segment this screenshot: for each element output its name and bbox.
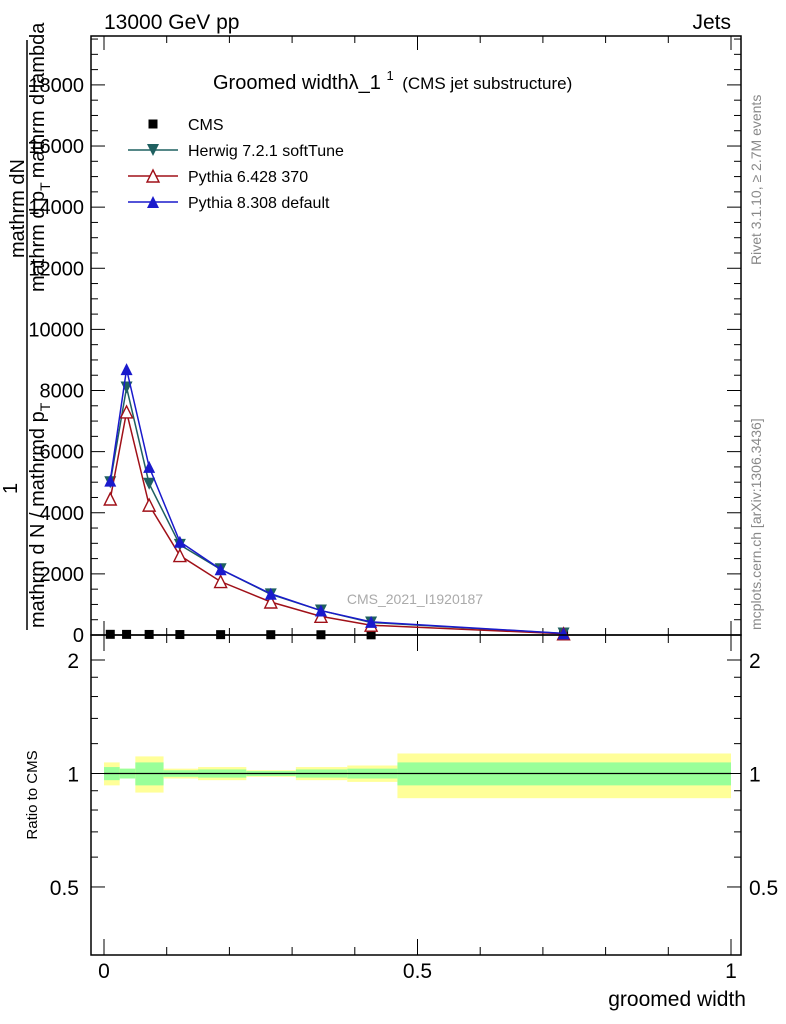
data-point-marker [143,460,156,473]
ratio-y-tick-label: 1 [67,763,79,786]
main-ylabel: mathrm d N / mathrmd pT mathrm d pTmathr… [0,22,53,630]
legend: CMS Herwig 7.2.1 softTune Pythia 6.428 370… [128,117,344,212]
legend-item: Herwig 7.2.1 softTune [128,143,344,160]
chart-title: Groomed widthλ_1 1 (CMS jet substructure… [213,63,572,94]
data-point-marker [557,627,570,640]
data-point-marker [314,604,327,617]
series-pythia-8-308-default [104,363,570,640]
chart-title-superscript: 1 [386,68,393,83]
ratio-y-tick-label: 0.5 [50,877,79,900]
data-point-marker [142,497,157,512]
ratio-frame [90,634,742,956]
y-tick-label: 6000 [40,442,85,464]
ratio-axis-tick-labels: 0.5 0.5 1 1 2 2 0 0.5 1 [50,650,778,983]
ratio-y-tick-label-right: 0.5 [749,877,778,900]
series-line [109,368,564,635]
analysis-watermark: CMS_2021_I1920187 [347,591,483,607]
x-tick-label: 1 [725,960,737,983]
chart-subtitle: (CMS jet substructure) [402,74,572,93]
data-point-marker [145,168,161,183]
ratio-uncertainty-bands [104,753,731,799]
data-point-marker [365,615,378,628]
ratio-y-tick-label-right: 1 [749,763,761,786]
main-axis-ticks [91,36,741,636]
data-point-marker [104,474,117,487]
series-herwig-7-2-1-softtune [104,381,570,640]
data-point-marker [172,547,187,563]
data-point-marker [264,587,277,600]
ratio-axis-ticks [91,635,741,955]
data-point-marker [119,404,134,419]
ylabel-numerator-lower: mathrm d pTmathrm d lambda [27,22,53,292]
main-panel: 0 2000 4000 6000 8000 10000 12000 14000 16000 180… [0,22,742,647]
y-tick-label: 8000 [40,381,85,403]
mcplots-label: mcplots.cern.ch [arXiv:1306.3436] [748,418,764,630]
data-point-marker [147,144,159,156]
energy-label: 13000 GeV pp [104,11,239,34]
x-axis-label: groomed width [608,988,746,1011]
y-tick-label: 10000 [28,319,84,341]
data-point-marker [213,573,228,589]
main-series [103,363,571,641]
legend-label: Herwig 7.2.1 softTune [188,143,344,160]
legend-label: CMS [188,117,224,134]
y-tick-label: 0 [73,625,84,647]
data-point-marker [214,563,227,576]
data-point-marker [263,594,278,609]
legend-label: Pythia 8.308 default [188,195,330,212]
ylabel-denominator: mathrm d N / mathrmd pT [27,402,53,628]
legend-label: Pythia 6.428 370 [188,169,308,186]
series-line [109,411,564,635]
y-tick-label: 16000 [28,136,84,158]
legend-item: Pythia 6.428 370 [128,168,308,186]
y-tick-label: 2000 [40,564,85,586]
ratio-y-tick-label: 2 [67,650,79,673]
y-tick-label: 4000 [40,503,85,525]
series-pythia-6-428-370 [103,404,571,641]
data-point-marker [147,196,159,208]
data-point-marker [143,477,156,490]
data-point-marker [103,491,118,506]
series-line [109,387,564,635]
x-tick-label: 0 [98,960,110,983]
ratio-panel: 0.5 0.5 1 1 2 2 0 0.5 1 Ratio to CMS groomed wid… [24,634,778,1011]
rivet-label: Rivet 3.1.10, ≥ 2.7M events [748,95,764,265]
data-point-marker [120,363,133,376]
y-tick-label: 12000 [28,258,84,280]
y-tick-label: 14000 [28,197,84,219]
data-point-marker [173,535,186,548]
data-point-marker [148,119,158,129]
chart-title-main: Groomed widthλ_1 [213,72,381,94]
y-tick-label: 18000 [28,75,84,97]
legend-item: Pythia 8.308 default [128,195,330,212]
main-axis-tick-labels: 0 2000 4000 6000 8000 10000 12000 14000 16000 180… [28,75,84,647]
legend-item: CMS [148,117,224,134]
x-tick-label: 0.5 [403,960,432,983]
ratio-y-tick-label-right: 2 [749,650,761,673]
ylabel-numerator-upper: mathrm dN [7,159,29,258]
ratio-ylabel: Ratio to CMS [24,750,41,839]
category-label: Jets [692,11,731,34]
ylabel-one: 1 [0,483,22,494]
